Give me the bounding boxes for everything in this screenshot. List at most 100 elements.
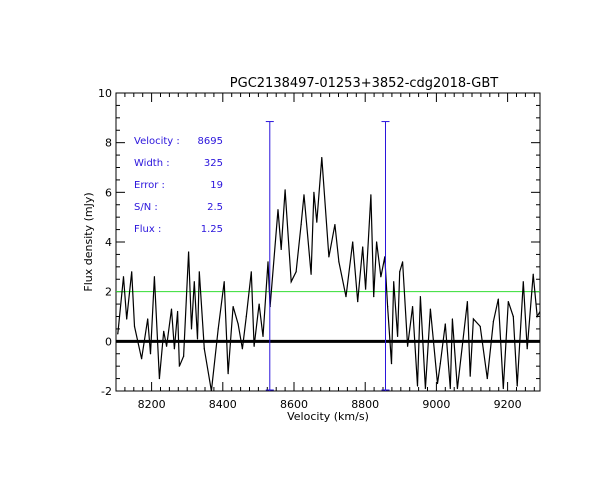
spectrum-point: [188, 251, 190, 253]
spectrum-point: [183, 355, 185, 357]
spectrum-point: [328, 256, 330, 258]
spectrum-point: [502, 387, 504, 390]
x-tick-label: 9200: [494, 398, 522, 411]
spectrum-point: [396, 335, 399, 337]
stat-value: 19: [210, 180, 223, 191]
spectrum-point: [165, 345, 168, 347]
spectrum-point: [472, 318, 475, 320]
spectrum-point: [512, 315, 514, 318]
x-tick-label: 8200: [138, 398, 166, 411]
spectrum-point: [227, 373, 229, 375]
spectrum-point: [338, 261, 340, 263]
spectrum-point: [295, 271, 297, 273]
y-tick-label: 0: [105, 335, 112, 348]
spectrum-point: [223, 281, 225, 283]
spectrum-point: [373, 296, 375, 298]
spectrum-point: [451, 318, 454, 320]
spectrum-point: [507, 301, 509, 303]
spectrum-point: [126, 318, 128, 320]
spectrum-point: [416, 385, 419, 387]
spectrum-point: [284, 189, 286, 191]
y-axis-label: Flux density (mJy): [82, 192, 95, 291]
spectrum-point: [300, 224, 302, 226]
spectrum-point: [357, 301, 359, 303]
spectrum-point: [380, 276, 382, 278]
spectrum-point: [158, 377, 161, 380]
chart-title: PGC2138497-01253+3852-cdg2018-GBT: [230, 76, 498, 91]
plot-area: [116, 156, 540, 391]
spectrum-point: [516, 385, 518, 387]
spectrum-point: [117, 333, 119, 335]
y-tick-label: 10: [98, 87, 112, 100]
spectrum-point: [149, 353, 152, 355]
spectrum-point: [439, 363, 441, 365]
stat-value: 8695: [198, 136, 223, 147]
spectrum-point: [190, 328, 193, 330]
spectrum-point: [178, 365, 180, 367]
spectrum-point: [352, 241, 354, 243]
spectrum-point: [245, 315, 247, 318]
stat-label: Width :: [134, 158, 170, 169]
spectrum-point: [536, 315, 538, 318]
spectrum-point: [406, 345, 409, 347]
spectrum-point: [277, 209, 279, 211]
spectrum-point: [492, 320, 494, 323]
spectrum-point: [170, 308, 173, 310]
y-tick-label: 2: [105, 286, 112, 299]
spectrum-point: [163, 330, 165, 332]
spectrum-point: [429, 308, 431, 310]
spectrum-line: [117, 157, 540, 391]
spectrum-point: [203, 348, 205, 350]
stat-value: 2.5: [207, 202, 223, 213]
stat-label: Flux :: [134, 224, 161, 235]
y-tick-label: 6: [105, 186, 112, 199]
x-axis-label: Velocity (km/s): [287, 410, 369, 423]
spectrum-point: [469, 375, 471, 377]
stat-label: S/N :: [134, 202, 158, 213]
spectrum-point: [176, 310, 179, 313]
stat-label: Error :: [134, 180, 165, 191]
spectrum-point: [526, 348, 528, 350]
spectrum-point: [232, 305, 234, 308]
spectrum-point: [141, 358, 143, 360]
spectrum-point: [217, 328, 219, 330]
spectrum-point: [532, 273, 534, 275]
spectrum-point: [313, 191, 315, 193]
spectrum-point: [375, 241, 378, 243]
stat-value: 1.25: [201, 224, 223, 235]
spectrum-point: [131, 271, 133, 273]
spectrum-point: [479, 325, 481, 328]
spectrum-point: [424, 387, 426, 390]
spectrum-point: [153, 276, 156, 278]
spectrum-point: [486, 377, 488, 380]
spectrum-point: [196, 338, 199, 340]
spectrum-point: [262, 335, 264, 337]
spectrum-point: [390, 363, 393, 365]
spectrum-point: [280, 248, 282, 251]
spectrum-point: [250, 271, 252, 273]
spectrum-point: [241, 348, 243, 350]
spectrum-point: [321, 156, 323, 159]
spectrum-point: [193, 281, 195, 283]
spectrum-point: [267, 261, 269, 263]
spectrum-point: [364, 288, 367, 290]
spectrum-point: [436, 382, 439, 385]
stat-label: Velocity :: [134, 136, 180, 147]
spectrum-point: [387, 305, 389, 308]
y-tick-label: -2: [101, 385, 112, 398]
spectrum-point: [122, 276, 125, 278]
spectrum-point: [419, 296, 421, 298]
spectrum-point: [310, 273, 312, 275]
spectrum-point: [173, 348, 175, 350]
spectrum-point: [198, 271, 200, 273]
spectrum-point: [456, 387, 459, 390]
stat-value: 325: [204, 158, 223, 169]
spectrum-point: [210, 390, 213, 391]
spectrum-point: [258, 303, 260, 305]
spectrum-point: [444, 323, 446, 325]
x-tick-label: 8400: [209, 398, 237, 411]
spectrum-point: [449, 387, 451, 390]
x-tick-label: 8800: [351, 398, 379, 411]
spectrum-point: [399, 271, 401, 273]
